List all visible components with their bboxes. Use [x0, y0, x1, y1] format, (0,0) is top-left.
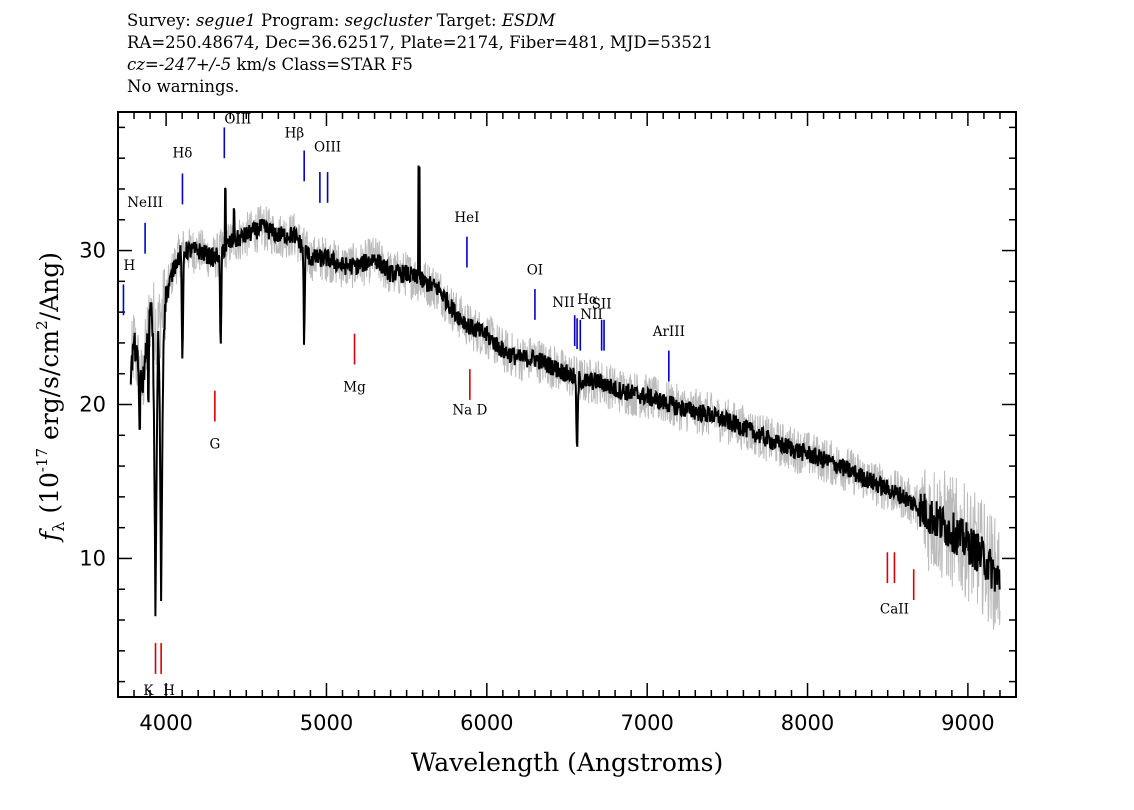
x-tick-label: 5000 — [300, 711, 353, 735]
emission-line-label: Hα — [577, 292, 598, 308]
target-label: Target: — [436, 11, 497, 30]
absorption-line-label: H — [163, 683, 175, 699]
emission-line-label: SII — [592, 296, 612, 312]
x-tick-label: 4000 — [139, 711, 192, 735]
absorption-line-label: Na D — [452, 403, 487, 419]
header-line-warnings: No warnings. — [127, 77, 240, 96]
y-axis-exponent2: 2 — [33, 320, 51, 330]
emission-line-label: H — [123, 258, 135, 274]
cz-label: cz= — [127, 55, 159, 74]
emission-line-label: OI — [527, 263, 543, 279]
absorption-line-label: CaII — [880, 601, 909, 617]
emission-line-label: Hβ — [285, 126, 305, 142]
program-value: segcluster — [344, 11, 432, 30]
x-tick-label: 8000 — [781, 711, 834, 735]
absorption-line-label: G — [209, 437, 220, 453]
x-tick-label: 9000 — [941, 711, 994, 735]
cz-value: -247+/-5 — [158, 55, 232, 74]
program-label: Program: — [260, 11, 340, 30]
emission-line-label: ArIII — [652, 324, 685, 340]
target-value: ESDM — [501, 11, 556, 30]
x-tick-label: 6000 — [460, 711, 513, 735]
header-line-redshift: cz=-247+/-5 km/s Class=STAR F5 — [127, 54, 713, 76]
emission-line-label: Hδ — [173, 146, 193, 162]
y-axis-mid: erg/s/cm — [35, 330, 64, 448]
y-tick-label: 30 — [79, 239, 106, 263]
y-axis-symbol: f — [35, 528, 64, 543]
y-tick-label: 20 — [79, 393, 106, 417]
y-tick-label: 10 — [79, 546, 106, 570]
axis-ticks: 4000 5000 6000 7000 8000 9000 10 20 30 — [79, 112, 1017, 735]
survey-label: Survey: — [127, 11, 191, 30]
x-axis-title: Wavelength (Angstroms) — [411, 748, 723, 777]
y-axis-post: /Ang) — [35, 252, 64, 320]
plot-area — [129, 165, 1001, 630]
emission-line-label: OIII — [224, 112, 251, 128]
y-axis-subscript: λ — [49, 522, 68, 532]
absorption-line-label: K — [143, 683, 154, 699]
emission-line-label: HeI — [454, 210, 479, 226]
flux-spectrum-line — [129, 165, 1001, 617]
emission-line-label: OIII — [314, 139, 341, 155]
class-text: km/s Class=STAR F5 — [231, 55, 413, 74]
spectrum-header: Survey: segue1 Program: segcluster Targe… — [127, 10, 713, 98]
y-axis-title: fλ (10-17 erg/s/cm2/Ang) — [33, 252, 68, 543]
emission-line-label: NII — [552, 295, 574, 311]
emission-line-label: NII — [580, 307, 602, 323]
x-tick-label: 7000 — [620, 711, 673, 735]
error-spectrum-line — [130, 205, 1001, 630]
header-line-coordinates: RA=250.48674, Dec=36.62517, Plate=2174, … — [127, 33, 713, 52]
emission-line-label: NeIII — [127, 195, 163, 211]
header-line-survey: Survey: segue1 Program: segcluster Targe… — [127, 10, 713, 32]
y-axis-pre: (10 — [35, 472, 64, 522]
absorption-line-label: Mg — [343, 380, 366, 396]
survey-value: segue1 — [196, 11, 256, 30]
y-axis-exponent: -17 — [33, 448, 51, 472]
